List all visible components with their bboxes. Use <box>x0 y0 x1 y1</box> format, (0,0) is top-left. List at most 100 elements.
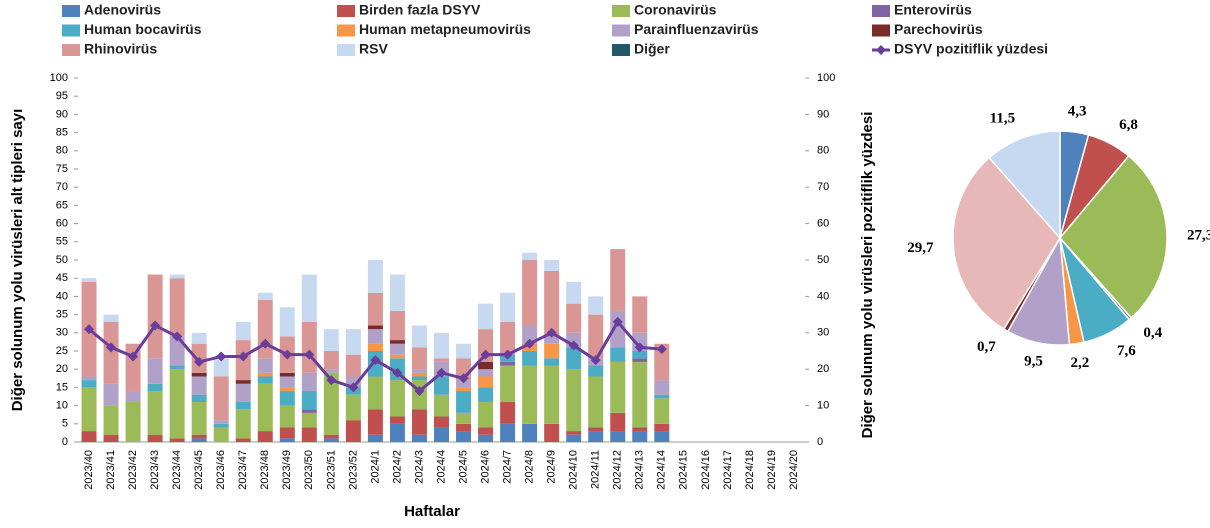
y-tick-label: 100 <box>50 72 68 84</box>
bar-segment <box>478 369 494 377</box>
legend-label: Human metapneumovirüs <box>359 21 531 37</box>
bar-segment <box>169 365 185 370</box>
bar-segment <box>257 358 273 373</box>
legend-label: Adenovirüs <box>84 2 161 18</box>
bar-segment <box>169 274 185 279</box>
pie-slice <box>1059 154 1168 319</box>
y-tick-label: 0 <box>62 436 68 448</box>
y-tick-label: 65 <box>56 199 68 211</box>
bar-segment <box>103 383 119 406</box>
pie-label: 4,3 <box>1068 104 1087 120</box>
bar-segment <box>478 387 494 402</box>
bar-segment <box>411 434 427 442</box>
pie-label: 7,6 <box>1117 343 1136 359</box>
bar-segment <box>588 431 604 442</box>
pie-label: 0,7 <box>977 339 996 355</box>
bar-segment <box>544 423 560 442</box>
pie-label: 2,2 <box>1070 355 1089 371</box>
x-axis-title: Haftalar <box>404 503 460 520</box>
y2-axis-title: Diğer solunum yolu virüsleri pozitiflik … <box>859 112 876 439</box>
legend-label: Coronavirüs <box>634 2 717 18</box>
bar-segment <box>500 321 516 355</box>
bar-segment <box>500 423 516 442</box>
legend-swatch <box>62 5 80 17</box>
y-tick-label: 10 <box>56 400 68 412</box>
y-tick-label: 95 <box>56 90 68 102</box>
x-tick-label: 2024/19 <box>766 450 778 490</box>
legend-swatch <box>62 24 80 37</box>
bar-segment <box>654 343 670 381</box>
line-marker <box>502 349 513 360</box>
bar-segment <box>632 431 648 442</box>
y2-tick-label: 10 <box>817 400 829 412</box>
line-marker <box>436 367 447 378</box>
legend-label: Birden fazla DSYV <box>359 2 481 18</box>
bar-segment <box>434 332 449 359</box>
bar-segment <box>522 351 538 366</box>
bar-segment <box>456 343 472 359</box>
bar-segment <box>235 438 251 442</box>
legend-swatch <box>612 24 630 37</box>
bar-segment <box>279 307 295 337</box>
bar-segment <box>345 329 361 355</box>
bar-segment <box>500 292 516 322</box>
line-marker <box>524 338 535 349</box>
bar-segment <box>544 343 560 359</box>
bar-segment <box>367 329 383 344</box>
y-tick-label: 80 <box>56 145 68 157</box>
y-tick-label: 55 <box>56 236 68 248</box>
x-tick-label: 2024/13 <box>634 450 646 490</box>
bar-segment <box>81 376 97 381</box>
bar-segment <box>411 347 427 370</box>
bar-segment <box>566 281 582 304</box>
line-marker <box>546 327 557 338</box>
bar-segment <box>632 361 648 428</box>
bar-segment <box>235 321 251 341</box>
legend-swatch <box>872 5 890 17</box>
line-marker <box>568 340 579 351</box>
bar-segment <box>544 270 560 337</box>
bar-segment <box>500 361 516 366</box>
line-marker <box>326 375 337 386</box>
bar-segment <box>147 358 163 384</box>
bar-segment <box>191 372 207 377</box>
bar-segment <box>103 314 119 322</box>
bar-segment <box>478 434 494 442</box>
bar-segment <box>169 369 185 439</box>
bar-segment <box>257 383 273 432</box>
y-tick-label: 90 <box>56 108 68 120</box>
line-marker <box>194 356 205 367</box>
line-marker <box>612 316 623 327</box>
bar-segment <box>478 376 494 388</box>
bar-segment <box>279 438 295 442</box>
pie-label: 6,8 <box>1119 117 1138 133</box>
legend-swatch <box>337 24 355 37</box>
line-marker <box>458 373 469 384</box>
y2-tick-label: 0 <box>817 436 823 448</box>
y2-tick-label: 30 <box>817 327 829 339</box>
bar-segment <box>566 431 582 435</box>
bar-segment <box>654 431 670 442</box>
bar-segment <box>456 412 472 424</box>
line-marker <box>260 338 271 349</box>
bar-segment <box>81 380 97 388</box>
y2-tick-label: 40 <box>817 290 829 302</box>
x-tick-label: 2024/18 <box>744 450 756 490</box>
x-tick-label: 2024/8 <box>524 450 536 484</box>
bar-segment <box>103 434 119 442</box>
line-marker <box>348 382 359 393</box>
x-tick-label: 2023/48 <box>259 450 271 490</box>
pie-label: 9,5 <box>1024 354 1043 370</box>
bar-segment <box>213 376 229 421</box>
x-tick-label: 2024/15 <box>678 450 690 490</box>
x-tick-label: 2024/7 <box>501 450 513 484</box>
pie-label: 29,7 <box>907 240 934 256</box>
y2-tick-label: 70 <box>817 181 829 193</box>
bar-segment <box>213 420 229 424</box>
bar-segment <box>323 351 339 370</box>
bar-segment <box>169 278 185 337</box>
bar-segment <box>610 347 626 362</box>
x-tick-label: 2024/11 <box>590 450 602 489</box>
bar-segment <box>522 325 538 344</box>
line-marker <box>128 351 139 362</box>
